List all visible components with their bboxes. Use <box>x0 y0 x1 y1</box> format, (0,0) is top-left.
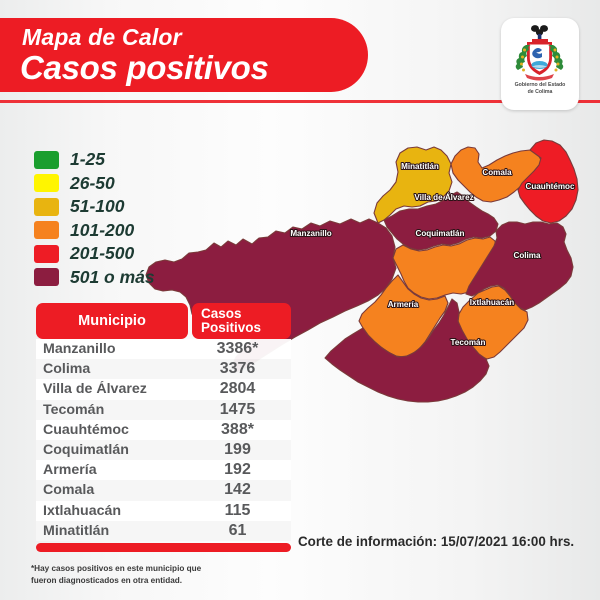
map-label-villa-de-alvarez: Villa de Álvarez <box>414 193 473 202</box>
legend-label: 501 o más <box>70 266 155 287</box>
legend-item: 201-500 <box>34 242 155 266</box>
region-minatitlan[interactable] <box>373 146 453 224</box>
legend-swatch-icon <box>34 244 59 263</box>
government-logo: Gobierno del Estado de Colima <box>501 18 579 110</box>
region-villa-de-alvarez[interactable] <box>383 191 499 251</box>
footnote-line2: fueron diagnosticados en otra entidad. <box>31 575 183 585</box>
column-header-casos-line1: Casos <box>201 306 242 322</box>
legend-item: 1-25 <box>34 148 155 172</box>
map-label-comala: Comala <box>482 168 512 177</box>
cell-casos: 388* <box>221 420 254 438</box>
legend-swatch-icon <box>34 268 59 287</box>
table-row[interactable]: Villa de Álvarez 2804 <box>36 379 291 400</box>
cell-casos: 1475 <box>219 400 256 418</box>
table-row[interactable]: Ixtlahuacán 115 <box>36 500 291 521</box>
logo-caption: Gobierno del Estado de Colima <box>515 82 566 96</box>
legend-label: 1-25 <box>70 149 106 170</box>
region-cuauhtemoc[interactable] <box>517 139 579 224</box>
coat-of-arms-icon <box>515 25 564 81</box>
footnote-line1: *Hay casos positivos en este municipio q… <box>31 564 202 573</box>
page-title: Casos positivos <box>20 49 269 86</box>
legend-label: 51-100 <box>70 196 125 217</box>
table-row[interactable]: Colima 3376 <box>36 359 291 380</box>
legend-swatch-icon <box>34 150 59 169</box>
region-colima[interactable] <box>465 221 574 311</box>
column-header-casos-line2: Positivos <box>201 320 262 335</box>
table-row[interactable]: Armería 192 <box>36 460 291 481</box>
cell-casos: 142 <box>224 481 251 499</box>
table-row[interactable]: Manzanillo 3386* <box>36 339 291 360</box>
logo-caption-line2: de Colima <box>527 89 553 96</box>
map-label-cuauhtemoc: Cuauhtémoc <box>525 182 575 191</box>
legend-label: 201-500 <box>70 243 135 264</box>
cell-municipio: Ixtlahuacán <box>43 502 122 519</box>
legend-item: 26-50 <box>34 172 155 196</box>
data-cutoff-text: Corte de información: 15/07/2021 16:00 h… <box>298 534 575 549</box>
map-regions <box>145 139 579 403</box>
map-label-coquimatlan: Coquimatlán <box>415 229 464 238</box>
cell-casos: 199 <box>224 441 251 459</box>
legend-swatch-icon <box>34 221 59 240</box>
cell-municipio: Minatitlán <box>43 522 110 539</box>
legend-swatch-icon <box>34 174 59 193</box>
cell-municipio: Manzanillo <box>43 341 116 358</box>
header-subtitle: Mapa de Calor <box>22 24 182 50</box>
header-divider-line <box>0 100 600 103</box>
map-label-manzanillo: Manzanillo <box>290 229 331 238</box>
map-labels: Minatitlán Comala Cuauhtémoc Villa de Ál… <box>289 161 576 348</box>
map-label-tecoman: Tecomán <box>451 338 486 347</box>
cell-casos: 2804 <box>219 380 256 398</box>
cell-casos: 115 <box>224 501 251 519</box>
table-bottom-bar <box>36 542 291 552</box>
footnote: *Hay casos positivos en este municipio q… <box>31 563 201 586</box>
legend-item: 501 o más <box>34 266 155 290</box>
cell-casos: 61 <box>228 521 247 539</box>
table-row[interactable]: Cuauhtémoc 388* <box>36 419 291 440</box>
cell-municipio: Coquimatlán <box>43 442 129 459</box>
legend: 1-25 26-50 51-100 101-200 201-500 501 o … <box>34 148 155 289</box>
cell-municipio: Colima <box>43 361 91 378</box>
table-body: Manzanillo 3386* Colima 3376 Villa de Ál… <box>36 339 291 541</box>
cases-table: Municipio Casos Positivos Manzanillo 338… <box>36 303 291 552</box>
cell-municipio: Cuauhtémoc <box>43 421 129 438</box>
column-header-municipio: Municipio <box>36 303 188 339</box>
table-row[interactable]: Comala 142 <box>36 480 291 501</box>
logo-caption-line1: Gobierno del Estado <box>514 82 566 88</box>
map-label-ixtlahuacan: Ixtlahuacán <box>470 298 515 307</box>
table-header-row: Municipio Casos Positivos <box>36 303 291 339</box>
cell-municipio: Armería <box>43 462 97 479</box>
header-band <box>0 18 368 92</box>
table-row[interactable]: Tecomán 1475 <box>36 399 291 420</box>
cell-casos: 192 <box>224 461 251 479</box>
legend-item: 51-100 <box>34 195 155 219</box>
legend-label: 26-50 <box>70 172 115 193</box>
region-tecoman[interactable] <box>324 298 490 403</box>
cell-municipio: Comala <box>43 482 95 499</box>
legend-label: 101-200 <box>70 219 135 240</box>
cell-municipio: Tecomán <box>43 401 105 418</box>
cell-municipio: Villa de Álvarez <box>43 381 147 398</box>
map-label-minatitlan: Minatitlán <box>401 162 439 171</box>
legend-item: 101-200 <box>34 219 155 243</box>
map-label-armeria: Armería <box>388 300 419 309</box>
cell-casos: 3376 <box>219 360 256 378</box>
map-label-colima: Colima <box>514 251 541 260</box>
table-row[interactable]: Coquimatlán 199 <box>36 439 291 461</box>
cell-casos: 3386* <box>216 340 259 358</box>
column-header-casos-positivos: Casos Positivos <box>192 303 291 339</box>
legend-swatch-icon <box>34 197 59 216</box>
table-row[interactable]: Minatitlán 61 <box>36 520 291 541</box>
